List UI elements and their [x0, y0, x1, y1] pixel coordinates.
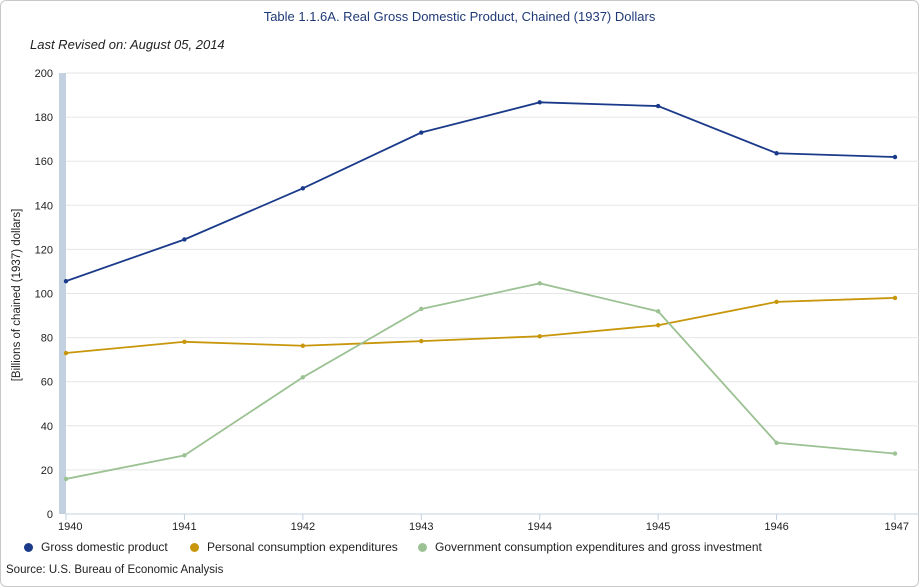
- y-axis-band: [59, 73, 66, 514]
- series-line-0[interactable]: [65, 101, 896, 283]
- data-point[interactable]: [774, 299, 779, 305]
- data-point[interactable]: [537, 334, 542, 339]
- last-revised-label: Last Revised on: August 05, 2014: [30, 37, 225, 52]
- legend-item[interactable]: Gross domestic product: [24, 540, 168, 554]
- x-tick-label: 1946: [764, 521, 788, 533]
- data-point[interactable]: [63, 350, 69, 356]
- y-tick-label: 180: [35, 112, 53, 124]
- data-point[interactable]: [63, 476, 69, 482]
- data-point[interactable]: [774, 440, 779, 445]
- data-point[interactable]: [182, 237, 187, 242]
- data-point[interactable]: [537, 281, 542, 286]
- y-axis-ticks: 0 20 40 60 80 100 120 140 160 180 200: [35, 68, 53, 521]
- y-tick-label: 0: [47, 509, 53, 521]
- legend-marker-icon: [190, 542, 199, 552]
- data-point[interactable]: [182, 339, 187, 344]
- x-tick-label: 1942: [291, 521, 315, 533]
- x-tick-label: 1941: [172, 521, 196, 533]
- legend-marker-icon: [24, 542, 33, 552]
- data-point[interactable]: [892, 451, 898, 456]
- y-axis-label: [Billions of chained (1937) dollars]: [11, 209, 23, 382]
- series-layer: [63, 100, 898, 482]
- chart-title: Table 1.1.6A. Real Gross Domestic Produc…: [263, 9, 656, 24]
- y-tick-label: 60: [41, 377, 53, 389]
- data-point[interactable]: [419, 338, 424, 344]
- data-point[interactable]: [892, 154, 898, 160]
- x-axis-ticks: 1940 1941 1942 1943 1944 1945 1946 1947: [58, 514, 909, 533]
- y-tick-label: 200: [35, 68, 53, 80]
- data-point[interactable]: [655, 103, 661, 109]
- x-tick-label: 1940: [58, 521, 82, 533]
- data-point[interactable]: [655, 309, 661, 314]
- x-tick-label: 1945: [646, 521, 670, 533]
- data-point[interactable]: [892, 295, 898, 301]
- data-point[interactable]: [63, 278, 69, 284]
- legend-item[interactable]: Government consumption expenditures and …: [418, 540, 762, 554]
- legend-label: Government consumption expenditures and …: [435, 540, 762, 554]
- legend-label: Gross domestic product: [41, 540, 168, 554]
- source-note: Source: U.S. Bureau of Economic Analysis: [6, 564, 224, 576]
- data-point[interactable]: [419, 306, 424, 312]
- data-point[interactable]: [300, 186, 306, 191]
- y-tick-label: 100: [35, 289, 53, 301]
- y-tick-label: 40: [41, 421, 53, 433]
- series-line-1[interactable]: [65, 297, 896, 354]
- y-tick-label: 160: [35, 156, 53, 168]
- legend-label: Personal consumption expenditures: [207, 540, 398, 554]
- data-point[interactable]: [300, 375, 306, 380]
- legend-marker-icon: [418, 542, 427, 552]
- y-tick-label: 120: [35, 244, 53, 256]
- legend-item[interactable]: Personal consumption expenditures: [190, 540, 398, 554]
- data-point[interactable]: [774, 151, 779, 156]
- series-line-2[interactable]: [65, 282, 896, 480]
- x-tick-label: 1943: [409, 521, 433, 533]
- y-tick-label: 20: [41, 465, 53, 477]
- y-tick-label: 80: [41, 333, 53, 345]
- data-point[interactable]: [419, 130, 424, 135]
- legend: Gross domestic product Personal consumpti…: [0, 540, 919, 556]
- data-point[interactable]: [537, 100, 542, 105]
- data-point[interactable]: [655, 323, 661, 328]
- data-point[interactable]: [300, 343, 306, 348]
- x-tick-label: 1947: [885, 521, 909, 533]
- x-tick-label: 1944: [527, 521, 551, 533]
- data-point[interactable]: [182, 453, 187, 458]
- y-tick-label: 140: [35, 200, 53, 212]
- line-chart[interactable]: 0 20 40 60 80 100 120 140 160 180 200 1940 1941 1942…: [0, 0, 919, 540]
